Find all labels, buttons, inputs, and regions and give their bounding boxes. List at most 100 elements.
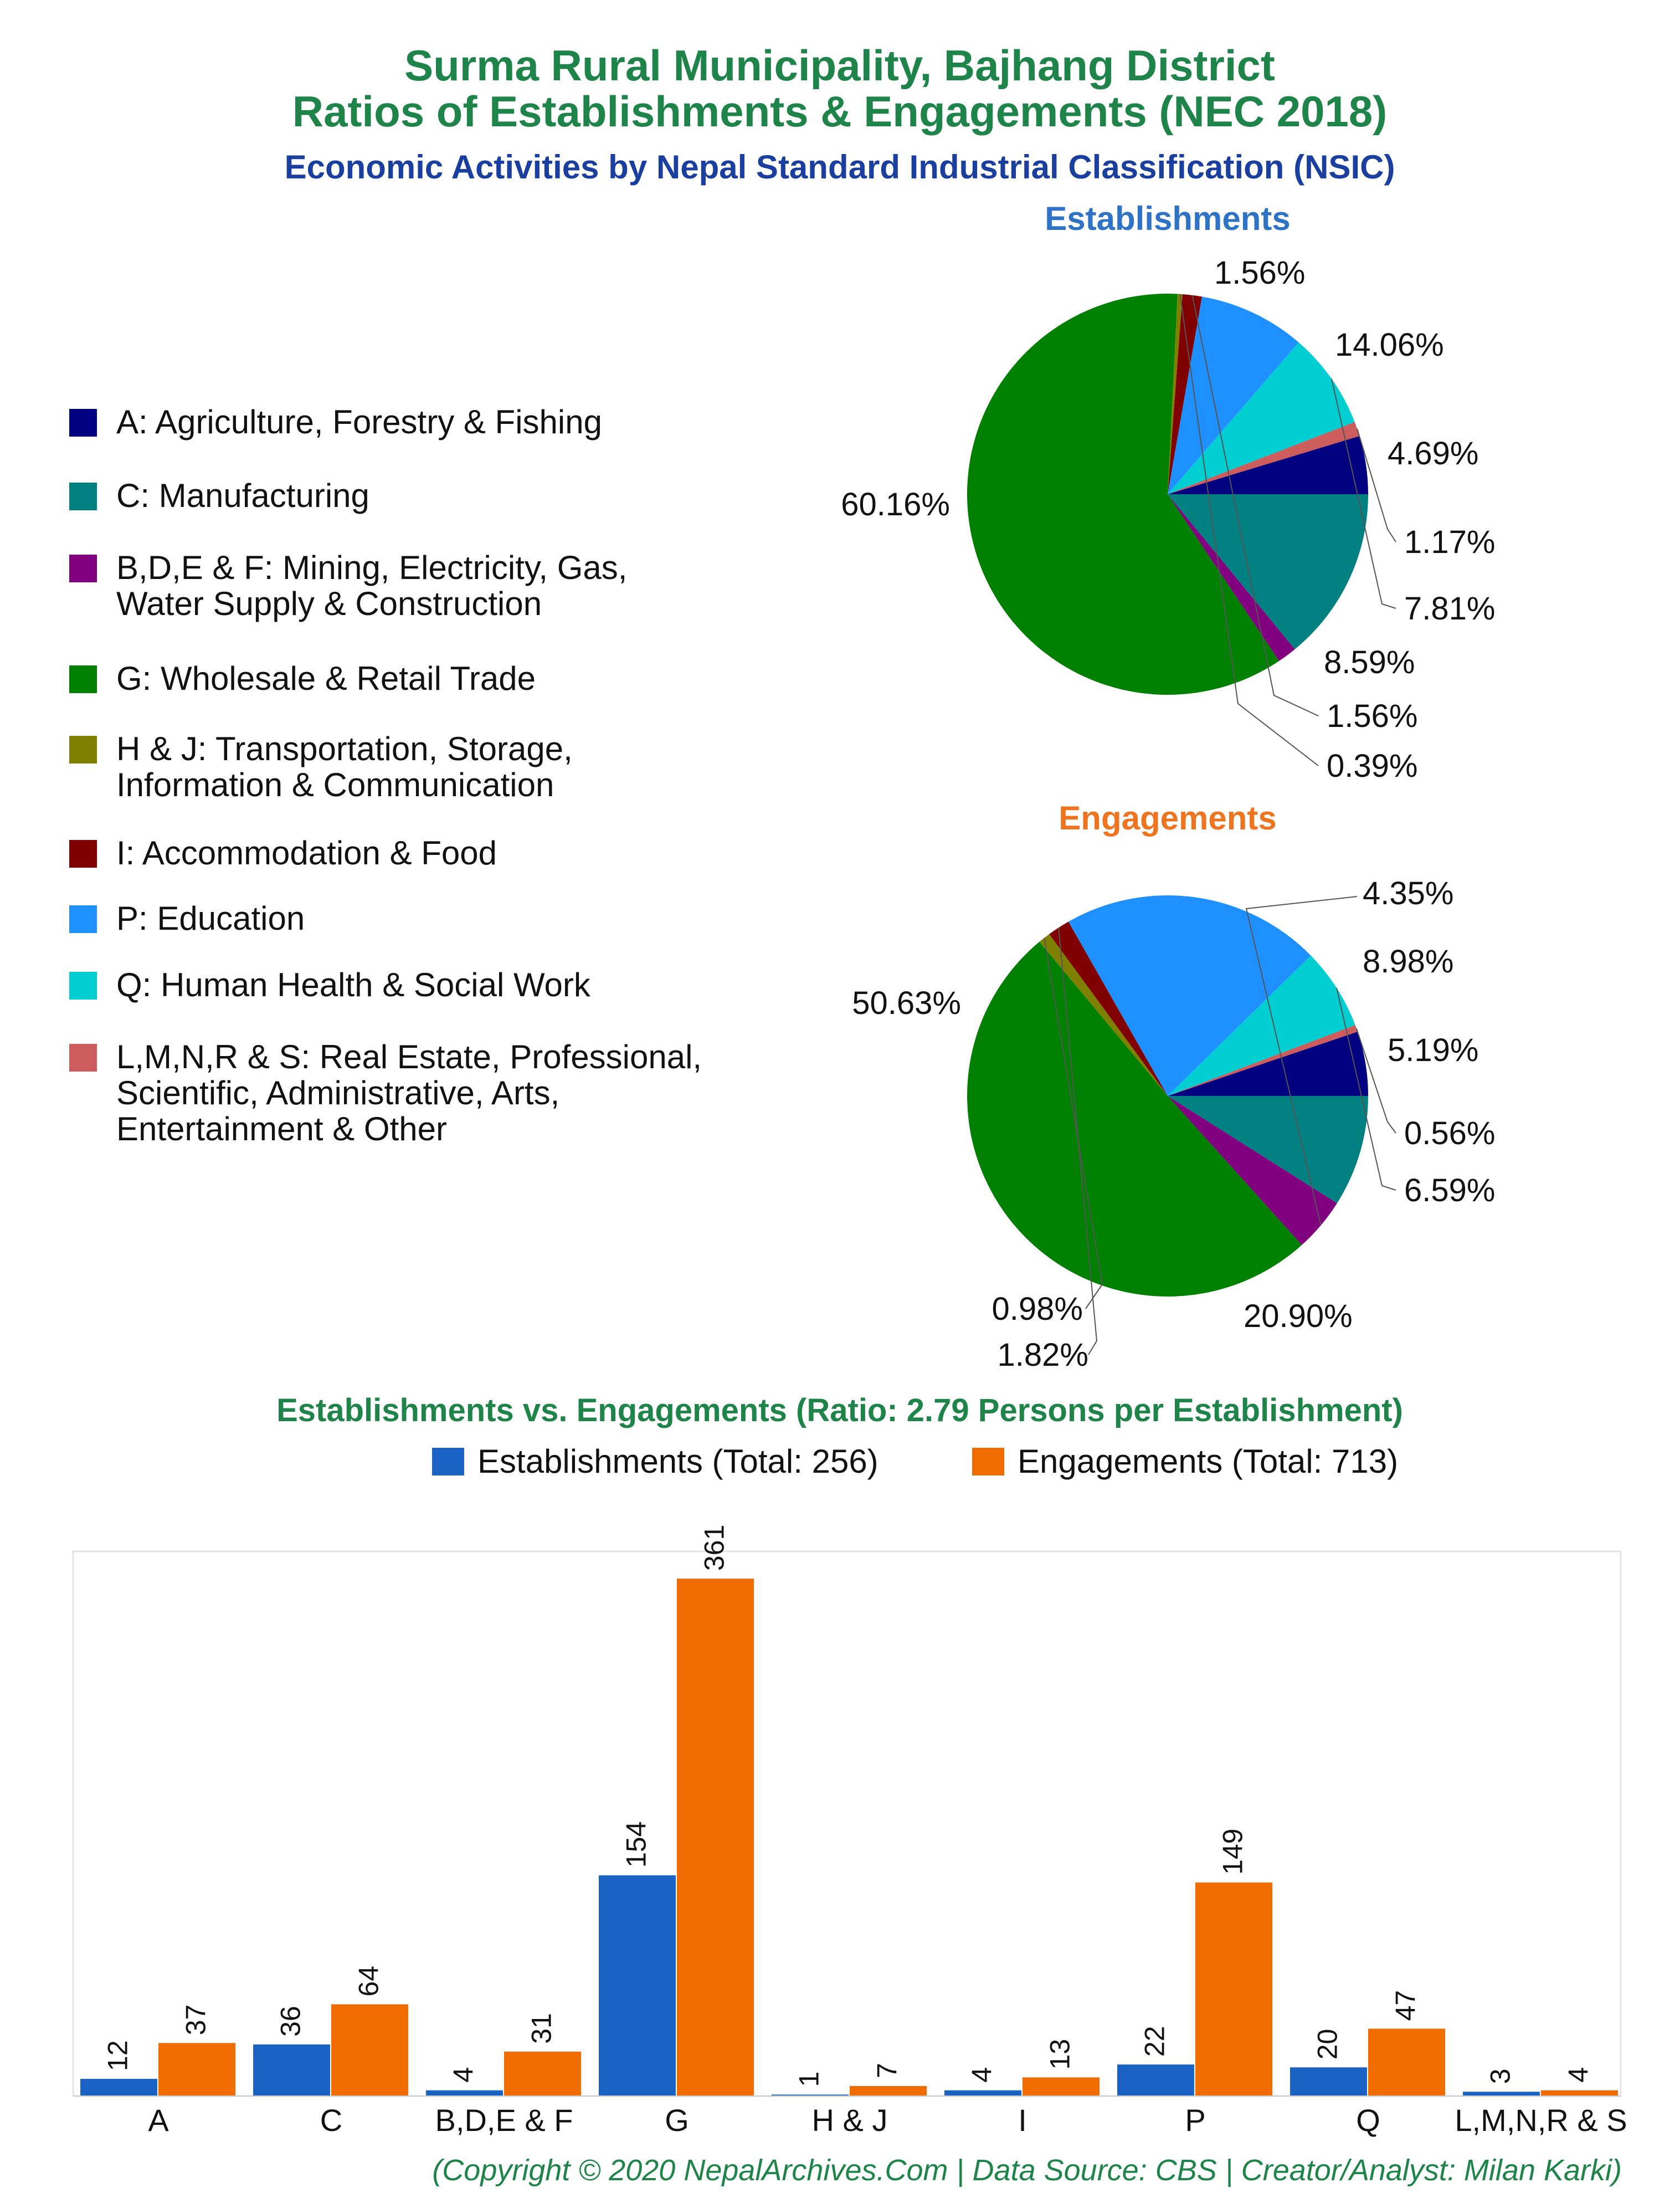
- pie-est-label-q: 7.81%: [1404, 591, 1495, 627]
- pie-eng-label-p: 20.90%: [1244, 1298, 1353, 1334]
- pie-engagements-title: Engagements: [1059, 800, 1276, 837]
- legend-swatch: [69, 840, 97, 868]
- pie-establishments-title: Establishments: [1045, 200, 1290, 237]
- pie-est-label-h-and-j: 0.39%: [1327, 748, 1417, 784]
- legend-item-q: Q: Human Health & Social Work: [69, 966, 591, 1003]
- bar-establishments-c: [253, 2044, 330, 2096]
- pie-est-slice-h-and-j: [1168, 294, 1183, 494]
- pie-eng-slice-q: [1168, 955, 1355, 1096]
- pie-est-leader-line: [1357, 428, 1396, 542]
- category-legend: A: Agriculture, Forestry & Fishing C: Man…: [69, 403, 702, 1147]
- pie-est-slice-b-d-e-and-f: [1168, 494, 1295, 661]
- bar-value-label: 4: [967, 2067, 998, 2083]
- bar-value-label: 154: [621, 1821, 652, 1867]
- pie-eng-leader-line: [1058, 928, 1098, 1355]
- bar-value-label: 4: [1563, 2067, 1594, 2083]
- bar-chart-title: Establishments vs. Engagements (Ratio: 2…: [276, 1392, 1403, 1428]
- bar-establishments-i: [944, 2090, 1021, 2096]
- pie-est-slice-i: [1168, 294, 1202, 494]
- x-tick-label-a: A: [148, 2103, 169, 2138]
- bar-engagements-a: [158, 2043, 235, 2096]
- legend-item-g: G: Wholesale & Retail Trade: [69, 660, 536, 697]
- legend-label: Q: Human Health & Social Work: [116, 966, 591, 1003]
- subtitle: Economic Activities by Nepal Standard In…: [285, 148, 1395, 186]
- bar-engagements-h-and-j: [850, 2086, 927, 2096]
- x-tick-label-p: P: [1185, 2103, 1205, 2138]
- x-tick-label-l-m-n-r-and-s: L,M,N,R & S: [1455, 2103, 1627, 2138]
- pie-eng-slice-c: [1168, 1096, 1368, 1203]
- title-line-2: Ratios of Establishments & Engagements (…: [292, 87, 1387, 136]
- pie-eng-label-a: 5.19%: [1388, 1032, 1478, 1068]
- bar-engagements-b-d-e-and-f: [504, 2051, 581, 2096]
- x-tick-label-b-d-e-and-f: B,D,E & F: [435, 2103, 573, 2138]
- legend-item-p: P: Education: [69, 900, 305, 937]
- legend-label: Entertainment & Other: [116, 1110, 447, 1147]
- bar-establishments-g: [599, 1875, 676, 2096]
- pie-est-label-l-m-n-r-and-s: 1.17%: [1404, 524, 1495, 560]
- legend-item-l-m-n-r-and-s: L,M,N,R & S: Real Estate, Professional,S…: [69, 1038, 702, 1147]
- x-tick-label-i: I: [1018, 2103, 1027, 2138]
- legend-swatch: [69, 409, 97, 437]
- pie-eng-slice-g: [967, 941, 1302, 1297]
- bar-value-label: 37: [181, 2005, 212, 2036]
- bar-engagements-l-m-n-r-and-s: [1541, 2090, 1618, 2096]
- legend-item-a: A: Agriculture, Forestry & Fishing: [69, 403, 602, 440]
- bar-value-label: 22: [1139, 2026, 1170, 2057]
- pie-est-label-g: 60.16%: [841, 486, 950, 522]
- legend-item-c: C: Manufacturing: [69, 477, 369, 514]
- pie-eng-label-c: 8.98%: [1363, 944, 1453, 980]
- bar-value-label: 7: [872, 2063, 903, 2078]
- pie-est-label-i: 1.56%: [1327, 698, 1417, 734]
- bar-value-label: 3: [1485, 2068, 1516, 2084]
- legend-label: Water Supply & Construction: [116, 585, 542, 622]
- pie-est-leader-line: [1191, 295, 1319, 716]
- pie-establishments: 4.69% 1.17% 7.81% 8.59% 1.56% 0.39% 60.16% 1.56…: [841, 255, 1495, 784]
- pie-eng-slice-b-d-e-and-f: [1168, 1096, 1337, 1245]
- bar-value-label: 36: [275, 2006, 306, 2037]
- pie-eng-label-l-m-n-r-and-s: 0.56%: [1404, 1115, 1495, 1151]
- bar-establishments-p: [1117, 2064, 1194, 2096]
- footer-credit: (Copyright © 2020 NepalArchives.Com | Da…: [432, 2154, 1622, 2187]
- pie-eng-leader-line: [1355, 1028, 1396, 1134]
- pie-eng-slice-a: [1168, 1032, 1368, 1096]
- pie-eng-label-q: 6.59%: [1404, 1172, 1495, 1208]
- legend-label: Information & Communication: [116, 766, 554, 803]
- pie-eng-label-g: 50.63%: [852, 985, 961, 1021]
- pie-est-label-c: 14.06%: [1335, 327, 1444, 363]
- legend-swatch: [69, 665, 97, 693]
- bar-legend-swatch-engagements: [972, 1448, 1004, 1475]
- pie-est-slice-a: [1168, 435, 1368, 494]
- pie-eng-slice-h-and-j: [1039, 934, 1168, 1096]
- bar-value-label: 47: [1390, 1990, 1421, 2021]
- bar-establishments-a: [80, 2078, 157, 2096]
- bar-value-label: 13: [1045, 2039, 1076, 2070]
- pie-eng-slice-i: [1049, 921, 1168, 1096]
- bar-engagements-c: [331, 2004, 408, 2096]
- pie-est-slice-c: [1168, 494, 1368, 649]
- bar-establishments-l-m-n-r-and-s: [1463, 2092, 1540, 2096]
- bar-legend-label-establishments: Establishments (Total: 256): [477, 1443, 878, 1480]
- bar-value-label: 64: [353, 1966, 384, 1997]
- legend-swatch: [69, 483, 97, 510]
- pie-est-label-b-d-e-and-f: 1.56%: [1214, 255, 1305, 291]
- legend-swatch: [69, 905, 97, 933]
- bar-chart: 12 37 A 36 64 C 4 31 B,D,E & F 154 361 G 1 7 H & J 4 13 I…: [73, 1525, 1627, 2138]
- legend-swatch: [69, 972, 97, 1000]
- pie-est-slice-p: [1168, 296, 1299, 494]
- x-tick-label-q: Q: [1356, 2103, 1380, 2138]
- pie-est-slice-q: [1168, 342, 1355, 494]
- x-tick-label-h-and-j: H & J: [812, 2103, 888, 2138]
- pie-eng-label-h-and-j: 0.98%: [992, 1291, 1083, 1327]
- bar-engagements-p: [1195, 1882, 1272, 2096]
- legend-swatch: [69, 736, 97, 764]
- bar-engagements-i: [1023, 2077, 1100, 2096]
- bar-value-label: 31: [526, 2013, 557, 2044]
- bar-legend-label-engagements: Engagements (Total: 713): [1018, 1443, 1398, 1480]
- legend-label: P: Education: [116, 900, 305, 937]
- bar-value-label: 20: [1312, 2029, 1343, 2060]
- bar-establishments-q: [1290, 2067, 1367, 2096]
- pie-est-slice-g: [967, 293, 1280, 695]
- legend-item-b-d-e-and-f: B,D,E & F: Mining, Electricity, Gas,Wate…: [69, 549, 627, 622]
- bar-value-label: 4: [448, 2067, 479, 2083]
